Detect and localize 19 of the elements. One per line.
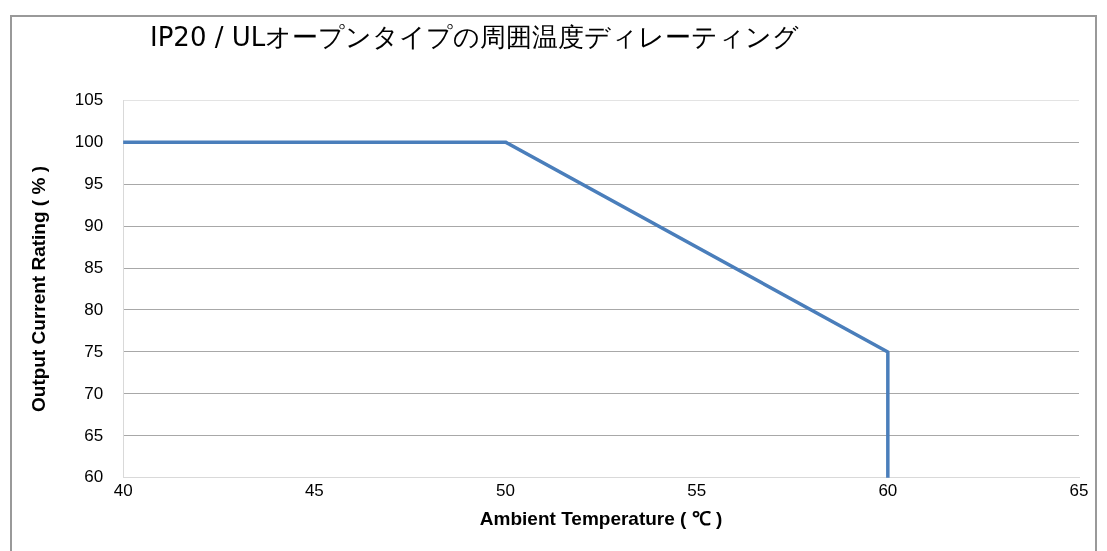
y-tick-label: 95 <box>84 173 104 193</box>
x-tick-label: 45 <box>304 480 324 500</box>
chart-title: IP20 / ULオープンタイプの周囲温度ディレーティング <box>150 21 800 54</box>
y-tick-label: 90 <box>84 215 104 235</box>
y-tick-label: 75 <box>84 341 104 361</box>
y-tick-label: 85 <box>84 257 104 277</box>
y-tick-label: 70 <box>84 383 104 403</box>
y-tick-label: 100 <box>74 131 104 151</box>
x-tick-label: 60 <box>878 480 898 500</box>
x-tick-label: 50 <box>496 480 515 500</box>
y-axis-title: Output Current Rating ( % ) <box>27 166 49 412</box>
y-tick-label: 80 <box>84 299 104 319</box>
y-tick-label: 65 <box>84 425 104 445</box>
x-axis-title: Ambient Temperature ( ℃ ) <box>479 507 723 529</box>
x-tick-label: 65 <box>1069 480 1089 500</box>
y-tick-label: 60 <box>84 467 104 487</box>
y-tick-label: 105 <box>74 89 104 109</box>
x-tick-label: 55 <box>687 480 707 500</box>
x-tick-label: 40 <box>113 480 133 500</box>
